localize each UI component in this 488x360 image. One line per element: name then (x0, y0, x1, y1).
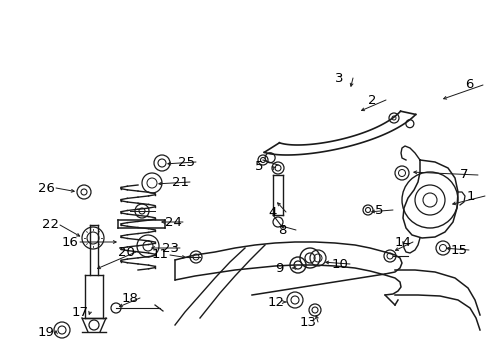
Text: 24: 24 (164, 216, 182, 229)
Text: 5: 5 (374, 203, 383, 216)
Text: 3: 3 (334, 72, 343, 85)
Text: 23: 23 (162, 242, 179, 255)
Text: 16: 16 (62, 235, 79, 248)
Text: 21: 21 (172, 175, 189, 189)
Text: 12: 12 (267, 296, 285, 309)
Text: 10: 10 (331, 257, 348, 270)
Text: 1: 1 (466, 189, 474, 202)
Text: 5: 5 (254, 161, 263, 174)
Text: 13: 13 (299, 315, 316, 328)
Text: 22: 22 (42, 219, 59, 231)
Text: 8: 8 (278, 224, 286, 237)
Text: 11: 11 (152, 248, 169, 261)
Text: 6: 6 (464, 78, 472, 91)
Text: 2: 2 (367, 94, 376, 107)
Text: 7: 7 (459, 168, 468, 181)
Text: 9: 9 (274, 261, 283, 274)
Text: 19: 19 (38, 325, 55, 338)
Text: 18: 18 (122, 292, 139, 305)
Text: 20: 20 (118, 246, 135, 258)
Text: 17: 17 (72, 306, 89, 319)
Text: 15: 15 (450, 243, 467, 256)
Text: 26: 26 (38, 181, 55, 194)
Text: 4: 4 (267, 206, 276, 219)
Text: 14: 14 (394, 235, 411, 248)
Text: 25: 25 (178, 156, 195, 168)
